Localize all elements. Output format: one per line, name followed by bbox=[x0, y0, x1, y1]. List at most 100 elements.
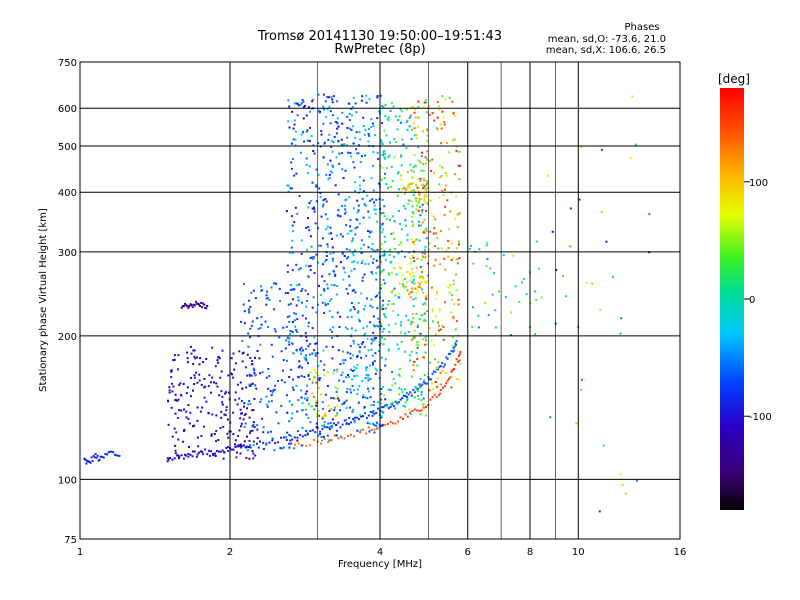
data-point bbox=[206, 305, 209, 307]
data-point bbox=[422, 170, 425, 172]
data-point bbox=[339, 363, 342, 366]
data-point bbox=[470, 245, 473, 247]
data-point bbox=[337, 125, 340, 128]
data-point bbox=[419, 286, 422, 289]
data-point bbox=[380, 392, 383, 395]
data-point bbox=[239, 446, 242, 449]
data-point bbox=[372, 261, 374, 264]
data-point bbox=[409, 115, 412, 118]
data-point bbox=[485, 244, 488, 247]
data-point bbox=[425, 162, 428, 165]
data-point bbox=[363, 334, 366, 337]
data-point bbox=[336, 117, 339, 120]
data-point bbox=[321, 205, 324, 208]
data-point bbox=[416, 364, 419, 367]
data-point bbox=[241, 340, 244, 342]
data-point bbox=[414, 116, 417, 119]
data-point bbox=[198, 379, 201, 382]
data-point bbox=[187, 417, 190, 420]
data-point bbox=[375, 324, 378, 327]
data-point bbox=[299, 348, 301, 351]
data-point bbox=[383, 282, 386, 285]
data-point bbox=[250, 324, 253, 327]
data-point bbox=[305, 226, 308, 229]
data-point bbox=[402, 417, 404, 420]
data-point bbox=[286, 271, 289, 273]
data-point bbox=[327, 302, 330, 305]
data-point bbox=[373, 208, 376, 211]
data-point bbox=[299, 103, 302, 106]
data-point bbox=[380, 243, 383, 246]
data-point bbox=[278, 287, 281, 290]
data-point bbox=[311, 405, 314, 408]
stats-o-mode: mean, sd,O: -73.6, 21.0 bbox=[548, 34, 666, 45]
data-point bbox=[274, 330, 277, 333]
data-point bbox=[331, 357, 334, 360]
data-point bbox=[418, 239, 421, 242]
data-point bbox=[231, 373, 233, 376]
data-point bbox=[352, 142, 355, 145]
data-point bbox=[420, 391, 423, 394]
data-point bbox=[417, 201, 420, 204]
data-point bbox=[414, 164, 417, 167]
data-point bbox=[322, 108, 325, 111]
data-point bbox=[345, 257, 348, 260]
data-point bbox=[418, 386, 421, 389]
data-point bbox=[620, 317, 623, 320]
data-point bbox=[433, 264, 436, 267]
data-point bbox=[412, 369, 415, 372]
data-point bbox=[384, 152, 387, 155]
data-point bbox=[383, 205, 386, 208]
data-point bbox=[410, 137, 413, 140]
data-point bbox=[380, 415, 383, 418]
data-point bbox=[315, 185, 318, 188]
data-point bbox=[248, 457, 251, 460]
data-point bbox=[418, 332, 421, 335]
data-point bbox=[339, 315, 342, 318]
data-point bbox=[315, 200, 318, 203]
data-point bbox=[450, 298, 453, 301]
data-point bbox=[397, 401, 400, 404]
data-point bbox=[339, 233, 342, 236]
data-point bbox=[325, 345, 328, 348]
data-point bbox=[277, 441, 280, 444]
data-point bbox=[315, 404, 318, 407]
data-point bbox=[367, 374, 370, 376]
data-point bbox=[323, 288, 326, 291]
data-point bbox=[363, 133, 366, 136]
data-point bbox=[350, 108, 353, 110]
data-point bbox=[320, 130, 323, 132]
data-point bbox=[90, 456, 93, 459]
data-point bbox=[246, 449, 249, 452]
data-point bbox=[436, 128, 439, 131]
data-point bbox=[420, 155, 423, 158]
data-point bbox=[348, 416, 351, 419]
data-point bbox=[391, 180, 394, 182]
data-point bbox=[399, 267, 402, 270]
data-point bbox=[89, 461, 92, 464]
data-point bbox=[337, 421, 340, 424]
data-point bbox=[96, 454, 99, 457]
data-point bbox=[450, 375, 453, 378]
data-point bbox=[193, 304, 196, 307]
data-point bbox=[296, 102, 299, 105]
data-point bbox=[413, 396, 416, 399]
data-point bbox=[331, 408, 334, 411]
data-point bbox=[423, 318, 426, 321]
data-point bbox=[337, 397, 339, 400]
data-point bbox=[422, 338, 425, 341]
y-tick-label: 75 bbox=[64, 535, 77, 546]
data-point bbox=[248, 400, 251, 403]
data-point bbox=[599, 308, 602, 311]
data-point bbox=[301, 427, 304, 429]
data-point bbox=[303, 376, 306, 378]
data-point bbox=[411, 215, 414, 218]
data-point bbox=[525, 293, 528, 296]
data-point bbox=[380, 336, 383, 339]
x-tick-label: 4 bbox=[377, 547, 383, 558]
data-point bbox=[429, 230, 432, 233]
data-point bbox=[296, 350, 299, 353]
data-point bbox=[324, 412, 327, 415]
data-point bbox=[265, 395, 268, 398]
data-point bbox=[363, 273, 366, 276]
